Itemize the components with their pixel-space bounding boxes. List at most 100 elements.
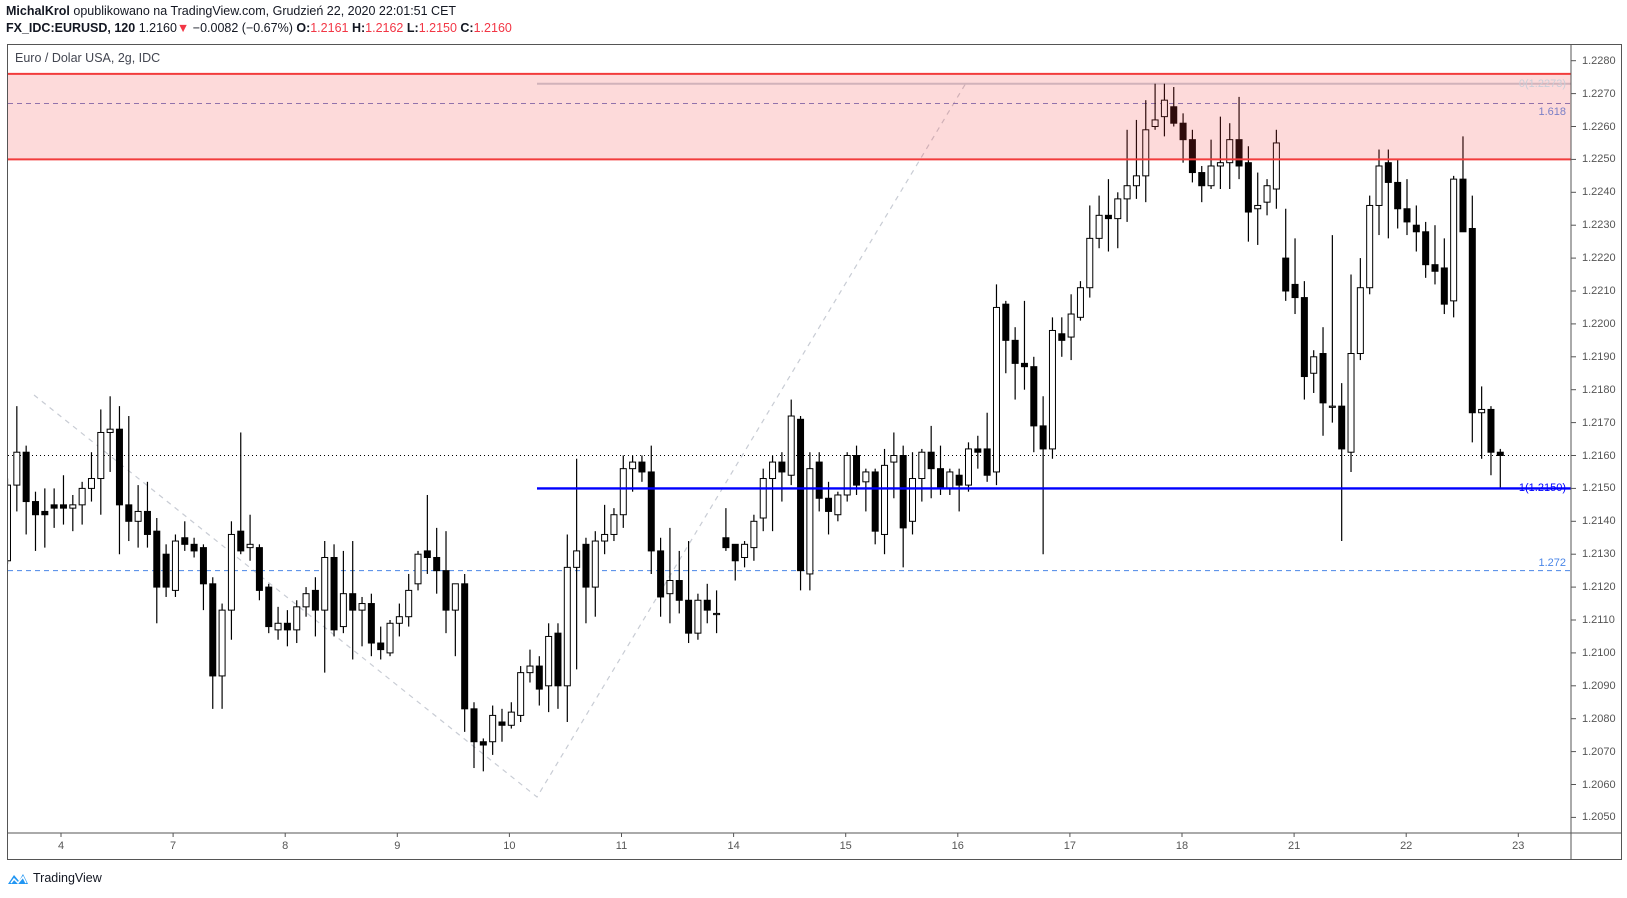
candle-down bbox=[703, 599, 711, 611]
price-axis-label: 1.2200 bbox=[1582, 317, 1616, 330]
time-axis-label: 15 bbox=[839, 840, 852, 852]
candle-up bbox=[881, 464, 889, 535]
candle-down bbox=[685, 599, 693, 634]
candle-up bbox=[1216, 162, 1224, 167]
candle-up bbox=[507, 711, 515, 726]
candle-down bbox=[1020, 362, 1028, 368]
time-axis-label: 21 bbox=[1287, 840, 1301, 852]
candle-up bbox=[862, 471, 870, 483]
open-value: 1.2161 bbox=[310, 21, 349, 35]
publish-info: MichalKrol opublikowano na TradingView.c… bbox=[6, 4, 456, 18]
candle-up bbox=[526, 665, 534, 674]
candle-down bbox=[31, 501, 39, 516]
time-axis-label: 23 bbox=[1512, 840, 1525, 852]
candle-down bbox=[265, 586, 273, 628]
candle-down bbox=[582, 543, 590, 588]
price-axis-label: 1.2160 bbox=[1582, 449, 1616, 462]
candle-up bbox=[591, 540, 599, 588]
fib-label-0: 0(1.2273) bbox=[1518, 77, 1566, 90]
candle-up bbox=[666, 580, 674, 595]
price-axis-label: 1.2130 bbox=[1582, 548, 1616, 561]
candle-up bbox=[1272, 142, 1280, 190]
candle-up bbox=[1123, 185, 1131, 200]
candle-up bbox=[1207, 165, 1215, 187]
price-axis-label: 1.2120 bbox=[1582, 581, 1616, 594]
candle-down bbox=[255, 547, 263, 591]
candle-down bbox=[1170, 106, 1178, 124]
down-arrow-icon: ▼ bbox=[176, 21, 190, 35]
candle-up bbox=[918, 451, 926, 480]
price-axis-label: 1.2180 bbox=[1582, 383, 1616, 396]
candle-up bbox=[759, 478, 767, 519]
close-label: C: bbox=[460, 21, 474, 35]
low-label: L: bbox=[406, 21, 419, 35]
candle-up bbox=[451, 583, 459, 611]
candle-up bbox=[629, 461, 637, 470]
candle-up bbox=[293, 606, 301, 631]
candle-down bbox=[535, 665, 543, 690]
candle-up bbox=[1310, 356, 1318, 374]
candle-up bbox=[302, 593, 310, 608]
symbol-info: FX_IDC:EURUSD, 120 1.2160▼ −0.0082 (−0.6… bbox=[6, 21, 512, 35]
price-axis-label: 1.2250 bbox=[1582, 153, 1616, 166]
price-axis-label: 1.2270 bbox=[1582, 87, 1616, 100]
candle-up bbox=[1142, 129, 1150, 177]
candle-up bbox=[246, 543, 254, 549]
tradingview-logo[interactable]: TradingView bbox=[6, 871, 102, 885]
candle-down bbox=[797, 418, 805, 572]
candle-up bbox=[97, 431, 105, 480]
candle-down bbox=[1487, 408, 1495, 453]
candle-down bbox=[143, 510, 151, 535]
high-label: H: bbox=[351, 21, 366, 35]
candle-up bbox=[227, 533, 235, 611]
candle-down bbox=[433, 556, 441, 572]
candle-down bbox=[330, 556, 338, 631]
candle-up bbox=[1263, 185, 1271, 203]
candle-down bbox=[367, 603, 375, 644]
tradingview-cloud-icon bbox=[8, 874, 28, 885]
candle-down bbox=[647, 471, 655, 552]
fib-label-1272: 1.272 bbox=[1538, 556, 1566, 569]
candle-up bbox=[1048, 329, 1056, 450]
candle-down bbox=[1011, 339, 1019, 364]
time-axis-label: 4 bbox=[57, 840, 65, 852]
candle-up bbox=[601, 533, 609, 542]
candle-up bbox=[218, 609, 226, 677]
candle-up bbox=[1095, 214, 1103, 239]
candle-up bbox=[106, 428, 114, 433]
candle-up bbox=[69, 504, 77, 509]
price-axis-label: 1.2170 bbox=[1582, 416, 1616, 429]
candle-down bbox=[722, 537, 730, 549]
candle-down bbox=[1468, 227, 1476, 414]
candle-down bbox=[731, 543, 739, 562]
candle-up bbox=[1086, 237, 1094, 289]
candle-down bbox=[50, 504, 58, 509]
candle-up bbox=[1450, 178, 1458, 302]
candle-down bbox=[1039, 425, 1047, 450]
candle-up bbox=[13, 451, 21, 486]
author-name[interactable]: MichalKrol bbox=[6, 4, 70, 18]
fib-label-1: 1(1.2150) bbox=[1518, 482, 1566, 495]
time-axis-label: 17 bbox=[1063, 840, 1077, 852]
candle-up bbox=[787, 415, 795, 476]
candle-down bbox=[162, 553, 170, 588]
candle-up bbox=[834, 494, 842, 516]
candle-down bbox=[937, 468, 944, 489]
candle-down bbox=[41, 510, 49, 516]
price-axis-label: 1.2260 bbox=[1582, 120, 1616, 133]
candle-up bbox=[1347, 353, 1355, 453]
candle-down bbox=[1030, 366, 1038, 427]
symbol-name: FX_IDC:EURUSD, 120 bbox=[6, 21, 136, 35]
candle-up bbox=[1160, 99, 1168, 118]
candle-down bbox=[190, 543, 198, 552]
candle-down bbox=[853, 455, 861, 486]
price-axis-label: 1.2080 bbox=[1582, 712, 1616, 725]
price-axis-label: 1.2140 bbox=[1582, 515, 1616, 528]
logo-text: TradingView bbox=[33, 871, 102, 885]
fib-label-1618: 1.618 bbox=[1538, 106, 1566, 119]
candle-down bbox=[974, 448, 982, 453]
price-axis-label: 1.2050 bbox=[1582, 811, 1616, 824]
candle-up bbox=[87, 478, 95, 489]
candle-down bbox=[59, 504, 67, 509]
